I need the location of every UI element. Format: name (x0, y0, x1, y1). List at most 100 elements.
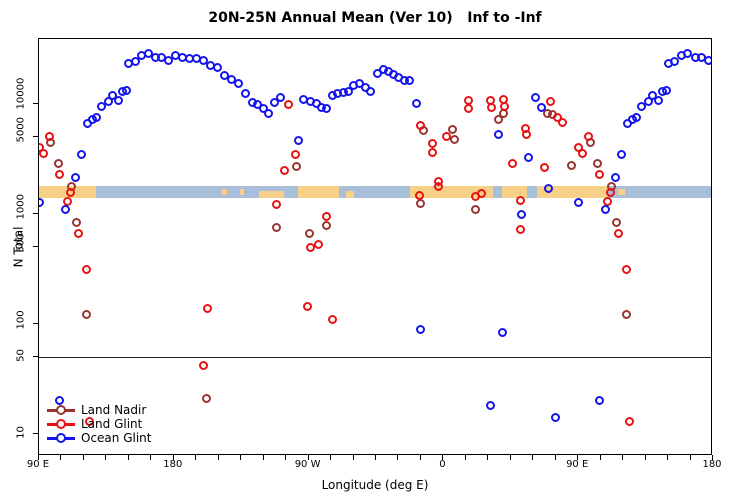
ocean-glint-point (647, 91, 657, 101)
ocean-glint-point (71, 173, 81, 183)
ocean-glint-point (497, 328, 507, 338)
land-nadir-point (566, 160, 576, 170)
land-glint-point (63, 196, 73, 206)
land-glint-point (433, 182, 443, 192)
ocean-glint-point (636, 101, 646, 111)
land-nadir-point (449, 135, 459, 145)
legend-item-land-nadir: Land Nadir (47, 404, 146, 416)
ocean-glint-point (199, 56, 209, 66)
x-axis-tick (60, 455, 62, 460)
y-tick-label: 1000 (15, 194, 27, 220)
x-axis-title: Longitude (deg E) (321, 478, 429, 492)
land-glint-point (427, 139, 437, 149)
y-tick-label: 10000 (15, 77, 27, 110)
x-axis-tick (577, 455, 579, 460)
ocean-glint-point (92, 113, 102, 123)
land-nadir-point (305, 229, 315, 239)
land-glint-point (515, 224, 525, 234)
ocean-glint-point (131, 57, 141, 67)
ocean-glint-point (61, 204, 71, 214)
ocean-glint-point (550, 413, 560, 423)
ocean-glint-point (97, 101, 107, 111)
land-glint-point (203, 304, 213, 314)
x-axis-tick (397, 455, 399, 460)
reference-line-50 (39, 357, 711, 359)
y-tick-label: 5000 (15, 117, 27, 143)
x-axis-tick (667, 455, 669, 460)
ocean-glint-point (631, 113, 641, 123)
x-axis-tick (82, 455, 84, 460)
ocean-glint-point (270, 98, 280, 108)
land-glint-point (66, 187, 76, 197)
ocean-glint-point (322, 104, 332, 113)
ocean-glint-point (372, 69, 382, 79)
land-glint-point (441, 131, 451, 141)
land-glint-point (515, 195, 525, 205)
x-axis-tick (38, 455, 39, 460)
x-axis-tick (352, 455, 354, 460)
land-glint-point (314, 240, 324, 250)
land-glint-point (55, 169, 65, 179)
ocean-glint-point (485, 401, 495, 411)
ocean-glint-point (536, 102, 546, 112)
land-glint-point (415, 120, 425, 130)
land-glint-point (545, 97, 555, 107)
map-band-land (258, 191, 284, 198)
x-tick-label: 90 E (26, 459, 50, 470)
land-glint-point (44, 131, 54, 141)
x-axis-tick (195, 455, 197, 460)
x-axis-tick (622, 455, 624, 460)
x-axis-tick (532, 455, 534, 460)
chart-title: 20N-25N Annual Mean (Ver 10) Inf to -Inf (208, 10, 542, 26)
ocean-glint-point (114, 96, 124, 106)
land-nadir-point (72, 217, 82, 227)
land-glint-point (284, 99, 294, 109)
x-tick-label: 90 E (566, 459, 589, 470)
ocean-glint-point (523, 153, 533, 163)
y-tick-label: 50 (15, 349, 27, 362)
land-glint-point (82, 265, 92, 275)
ocean-glint-point (108, 91, 118, 101)
land-nadir-point (322, 221, 332, 231)
x-axis-tick (599, 455, 601, 460)
land-nadir-point (611, 217, 621, 227)
ocean-glint-point (543, 183, 553, 193)
map-band-land (221, 188, 227, 195)
ocean-glint-point (411, 99, 421, 109)
map-band-land (618, 188, 626, 195)
legend-label-land-nadir: Land Nadir (81, 403, 147, 417)
x-axis-tick (419, 455, 421, 460)
land-nadir-point (82, 309, 92, 319)
x-axis-tick (464, 455, 466, 460)
ocean-glint-point (164, 55, 174, 65)
y-axis-tick (33, 323, 38, 324)
ocean-glint-point (415, 324, 425, 334)
x-tick-label: 180 (702, 459, 722, 470)
ocean-glint-point (530, 93, 540, 103)
land-glint-point (594, 169, 604, 179)
ocean-glint-point (516, 209, 526, 219)
ocean-glint-point (344, 87, 354, 97)
legend-label-land-glint: Land Glint (81, 417, 143, 431)
land-nadir-point (470, 205, 480, 215)
land-glint-point (499, 101, 509, 111)
x-axis-tick (712, 455, 713, 460)
y-axis-tick (33, 103, 38, 104)
ocean-glint-point (122, 86, 132, 96)
legend-item-land-glint: Land Glint (47, 418, 142, 430)
land-glint-point (306, 242, 316, 252)
land-glint-point (624, 416, 634, 426)
ocean-glint-point (264, 108, 274, 118)
y-axis-tick (33, 136, 38, 138)
map-band-land (502, 185, 528, 198)
land-glint-point (577, 148, 587, 158)
land-glint-point (583, 131, 593, 141)
land-nadir-point (592, 158, 602, 168)
land-glint-point (303, 302, 313, 312)
ocean-glint-point (365, 87, 375, 97)
land-nadir-point (415, 199, 425, 209)
ocean-glint-point (259, 104, 269, 113)
land-glint-point (39, 148, 48, 158)
land-glint-point (414, 191, 424, 201)
land-glint-point (427, 147, 437, 157)
